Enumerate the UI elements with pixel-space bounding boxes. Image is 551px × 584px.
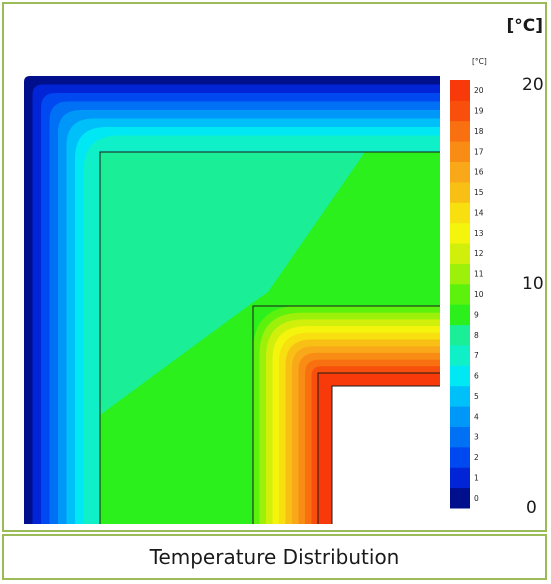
colorbar-swatch-6 — [450, 365, 470, 387]
colorbar-swatch-2 — [450, 446, 470, 468]
colorbar-small-tick-3: 3 — [474, 433, 479, 442]
colorbar-swatch-5 — [450, 385, 470, 407]
colorbar-swatch-10 — [450, 283, 470, 305]
colorbar-small-tick-19: 19 — [474, 107, 484, 116]
colorbar-swatch-19 — [450, 100, 470, 122]
colorbar-small-unit: [°C] — [472, 57, 487, 66]
colorbar-small-tick-20: 20 — [474, 86, 484, 95]
colorbar-small-tick-15: 15 — [474, 188, 484, 197]
colorbar-swatch-14 — [450, 202, 470, 224]
surface-boundary — [317, 372, 440, 524]
colorbar-swatch-4 — [450, 406, 470, 427]
colorbar-swatch-0 — [450, 487, 470, 509]
colorbar-tick-20: 20 — [522, 75, 544, 95]
colorbar-swatch-1 — [450, 467, 470, 489]
colorbar-small-tick-9: 9 — [474, 310, 479, 319]
interior-boundary — [331, 385, 440, 524]
colorbar-swatch-20 — [450, 80, 470, 101]
colorbar-small-tick-0: 0 — [474, 494, 479, 503]
colorbar-tick-10: 10 — [522, 274, 544, 294]
colorbar-small-tick-7: 7 — [474, 351, 479, 360]
colorbar-swatch-11 — [450, 263, 470, 285]
colorbar-small-tick-11: 11 — [474, 270, 484, 279]
colorbar-swatch-17 — [450, 141, 470, 163]
temperature-field — [24, 76, 441, 525]
colorbar-swatch-13 — [450, 222, 470, 244]
colorbar-small-tick-4: 4 — [474, 412, 479, 421]
colorbar-small-tick-8: 8 — [474, 331, 479, 340]
insulation-boundary — [99, 151, 440, 524]
colorbar-unit-label: [°C] — [506, 16, 543, 36]
colorbar-swatch-8 — [450, 324, 470, 346]
colorbar-swatch-16 — [450, 161, 470, 183]
colorbar-small-tick-10: 10 — [474, 290, 484, 299]
colorbar-small-tick-2: 2 — [474, 453, 479, 462]
core-boundary — [252, 305, 440, 524]
colorbar-small-tick-14: 14 — [474, 208, 484, 217]
colorbar-swatch-15 — [450, 181, 470, 203]
caption-box: Temperature Distribution — [2, 534, 547, 580]
colorbar-swatch-3 — [450, 426, 470, 448]
colorbar-swatch-12 — [450, 243, 470, 264]
contour-band-8 — [100, 152, 365, 415]
colorbar-swatch-18 — [450, 120, 470, 142]
chart-caption: Temperature Distribution — [149, 545, 400, 569]
colorbar-small-tick-17: 17 — [474, 147, 484, 156]
colorbar-small-tick-6: 6 — [474, 372, 479, 381]
colorbar-small-tick-1: 1 — [474, 473, 479, 482]
colorbar-small-tick-12: 12 — [474, 249, 484, 258]
colorbar-small-tick-5: 5 — [474, 392, 479, 401]
colorbar-swatch-7 — [450, 344, 470, 366]
colorbar-small-tick-18: 18 — [474, 127, 484, 136]
colorbar-swatch-9 — [450, 304, 470, 326]
colorbar-small-tick-16: 16 — [474, 168, 484, 177]
interior-space — [332, 386, 441, 525]
colorbar-tick-0: 0 — [526, 498, 537, 518]
colorbar-small-tick-13: 13 — [474, 229, 484, 238]
